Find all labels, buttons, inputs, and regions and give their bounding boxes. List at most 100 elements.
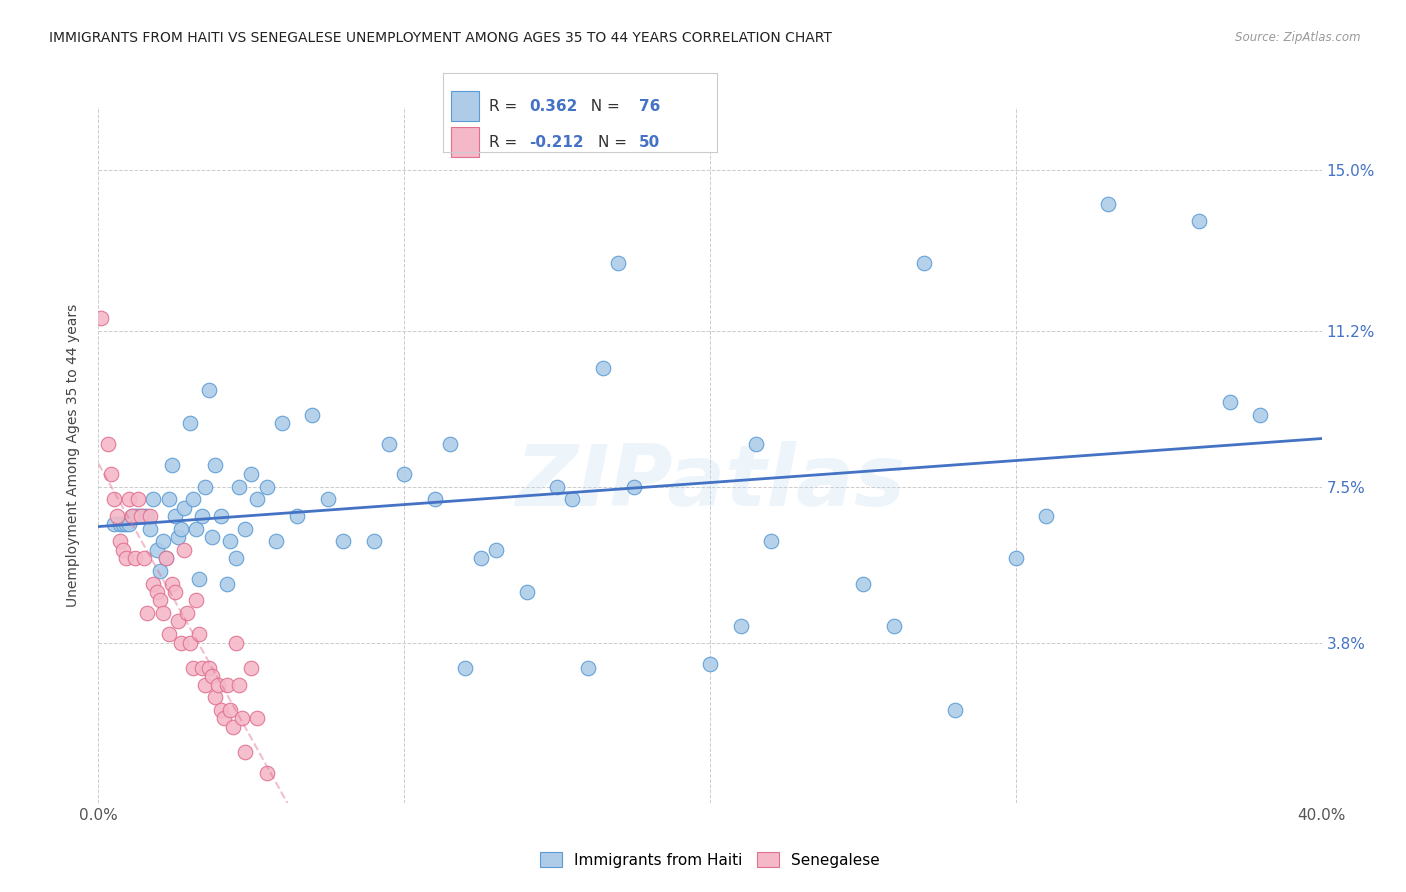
Point (316, 492, 339, 507)
Point (115, 551, 138, 566)
Point (233, 522, 256, 536)
Point (197, 661, 219, 675)
Point (454, 661, 477, 675)
Point (191, 661, 214, 675)
Point (100, 467, 122, 481)
Point (240, 661, 263, 675)
Text: 0.362: 0.362 (529, 99, 578, 113)
Point (127, 509, 149, 524)
Point (392, 467, 416, 481)
Point (240, 467, 263, 481)
Point (139, 522, 162, 536)
Point (103, 492, 125, 507)
Point (160, 458, 183, 473)
Point (215, 678, 238, 692)
Point (129, 509, 152, 524)
Point (219, 703, 242, 717)
Point (97, 437, 120, 451)
Point (270, 417, 292, 431)
Point (576, 661, 599, 675)
Point (188, 627, 211, 641)
Point (228, 678, 250, 692)
Point (200, 669, 222, 683)
Point (423, 492, 446, 507)
Point (439, 437, 461, 451)
Point (152, 534, 174, 549)
Point (167, 615, 190, 629)
Point (228, 479, 250, 493)
Point (699, 657, 721, 671)
Point (264, 534, 287, 549)
Point (623, 479, 645, 493)
Point (152, 606, 174, 620)
Text: R =: R = (489, 135, 523, 150)
Point (188, 572, 211, 586)
Point (118, 492, 141, 507)
Point (1097, 197, 1119, 211)
Point (256, 479, 278, 493)
Point (378, 437, 401, 451)
Point (136, 606, 159, 620)
Legend: Immigrants from Haiti, Senegalese: Immigrants from Haiti, Senegalese (533, 844, 887, 875)
Point (231, 711, 253, 725)
Point (105, 509, 128, 524)
Point (134, 509, 156, 524)
Text: N =: N = (598, 135, 631, 150)
Point (181, 492, 204, 507)
Point (912, 256, 935, 270)
Point (204, 458, 226, 473)
Point (222, 720, 245, 734)
Point (160, 576, 183, 591)
Point (852, 576, 875, 591)
Text: 50: 50 (638, 135, 661, 150)
Y-axis label: Unemployment Among Ages 35 to 44 years: Unemployment Among Ages 35 to 44 years (66, 303, 80, 607)
Point (176, 606, 198, 620)
Point (149, 564, 172, 578)
Point (111, 542, 134, 557)
Point (121, 509, 143, 524)
Point (246, 492, 269, 507)
Point (1004, 551, 1026, 566)
Point (186, 593, 208, 607)
Point (155, 551, 177, 566)
Point (136, 509, 159, 524)
Point (246, 711, 269, 725)
Point (363, 534, 385, 549)
Point (561, 492, 583, 507)
Point (1035, 509, 1057, 524)
Point (745, 437, 768, 451)
Point (121, 509, 143, 524)
Point (142, 492, 165, 507)
Text: -0.212: -0.212 (529, 135, 583, 150)
Point (730, 618, 752, 632)
Point (118, 517, 141, 532)
Text: Source: ZipAtlas.com: Source: ZipAtlas.com (1236, 31, 1361, 45)
Point (194, 678, 217, 692)
Point (883, 618, 905, 632)
Point (129, 509, 152, 524)
Point (170, 635, 193, 649)
Text: N =: N = (581, 99, 626, 113)
Point (186, 522, 208, 536)
FancyBboxPatch shape (451, 91, 478, 121)
Point (127, 492, 149, 507)
Point (179, 417, 201, 431)
Text: ZIPatlas: ZIPatlas (515, 442, 905, 524)
Point (1249, 408, 1271, 422)
Point (157, 492, 180, 507)
Point (163, 509, 186, 524)
Point (108, 534, 131, 549)
Point (139, 509, 162, 524)
Point (470, 551, 492, 566)
Point (197, 383, 219, 397)
Text: 76: 76 (638, 99, 661, 113)
Point (90, 310, 112, 325)
Point (191, 509, 214, 524)
Point (285, 509, 308, 524)
Point (225, 551, 247, 566)
Point (179, 635, 201, 649)
Point (759, 534, 782, 549)
Point (209, 703, 232, 717)
Point (124, 509, 146, 524)
Point (170, 522, 193, 536)
